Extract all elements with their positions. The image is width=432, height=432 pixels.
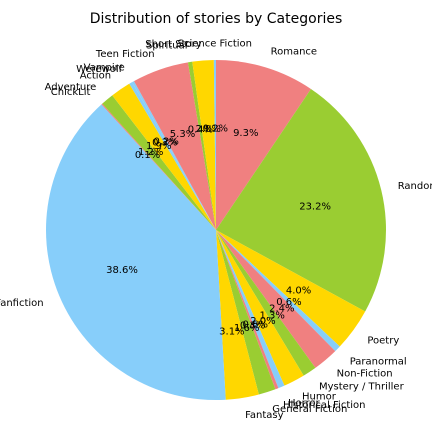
slice-label: Random — [398, 181, 432, 192]
pie-slice-mystery-thriller — [216, 230, 316, 376]
slice-label: Mystery / Thriller — [319, 382, 405, 393]
pie-slice-short-story — [192, 60, 216, 231]
slice-label: Short Story — [145, 39, 202, 50]
slice-percent-label: 0.3% — [152, 137, 177, 148]
slice-percent-label: 1.2% — [138, 147, 163, 158]
pie-slice-spiritual — [187, 61, 216, 230]
slice-label: Teen Fiction — [95, 49, 155, 60]
slice-label: ChickLit — [51, 87, 91, 98]
slice-percent-label: 0.4% — [188, 125, 213, 136]
slice-percent-label: 2.0% — [196, 124, 221, 135]
slice-percent-label: 0.2% — [154, 136, 179, 147]
slice-percent-label: 2.0% — [250, 316, 275, 327]
slice-label: Historical Fiction — [283, 400, 365, 411]
pie-slice-random — [216, 88, 387, 312]
pie-slice-teen-fiction — [133, 62, 216, 230]
slice-percent-label: 0.6% — [276, 297, 301, 308]
slice-percent-label: 1.6% — [234, 323, 259, 334]
slice-label: Humor — [302, 392, 337, 403]
pie-slice-science-fiction — [213, 59, 216, 231]
pie-slices — [46, 59, 387, 400]
slice-label: Poetry — [367, 335, 399, 346]
pie-slice-paranormal — [216, 230, 340, 352]
slice-percent-label: 4.0% — [286, 285, 311, 296]
pie-slice-non-fiction — [216, 230, 336, 368]
slice-label: Science Fiction — [178, 39, 252, 50]
slice-label: Non-Fiction — [337, 368, 393, 379]
pie-slice-chicklit — [101, 103, 216, 230]
pie-slice-humor — [216, 230, 304, 386]
pie-labels: Romance 9.3% Random 23.2% Poetry 4.0% Paranorm… — [0, 39, 432, 422]
slice-label: Vampire — [84, 62, 125, 73]
pie-slice-historical-fiction — [216, 230, 279, 390]
slice-percent-label: 9.3% — [233, 128, 258, 139]
pie-slice-poetry — [216, 230, 366, 347]
pie-slice-action — [112, 83, 216, 230]
slice-percent-label: 1.9% — [146, 141, 171, 152]
slice-percent-label: 0.3% — [240, 321, 265, 332]
pie-slice-fanfiction — [46, 104, 226, 400]
slice-percent-label: 5.3% — [170, 129, 195, 140]
slice-percent-label: 0.1% — [135, 150, 160, 161]
slice-percent-label: 23.2% — [299, 201, 331, 212]
slice-label: Action — [80, 71, 111, 82]
slice-percent-label: 1.3% — [259, 311, 284, 322]
pie-slice-general-fiction — [216, 230, 276, 395]
slice-label: Fanfiction — [0, 298, 44, 309]
slice-label: Adventure — [45, 82, 97, 93]
pie-slice-romance — [216, 60, 311, 230]
slice-percent-label: 38.6% — [106, 265, 138, 276]
slice-label: Spiritual — [146, 41, 188, 52]
slice-label: Fantasy — [245, 410, 284, 421]
pie-slice-fantasy — [216, 230, 259, 400]
pie-slice-vampire — [132, 81, 216, 230]
slice-label: Romance — [271, 47, 317, 58]
slice-label: Werewolf — [76, 64, 123, 75]
slice-label: Horror — [288, 398, 321, 409]
slice-percent-label: 0.2% — [203, 124, 228, 135]
slice-percent-label: 0.6% — [243, 320, 268, 331]
slice-percent-label: 3.1% — [219, 326, 244, 337]
pie-slice-horror — [216, 230, 285, 389]
slice-label: General Fiction — [272, 404, 347, 415]
chart-title: Distribution of stories by Categories — [90, 11, 343, 27]
slice-label: Paranormal — [350, 356, 407, 367]
pie-slice-werewolf — [129, 82, 216, 231]
slice-percent-label: 2.4% — [269, 303, 294, 314]
pie-slice-adventure — [102, 95, 216, 230]
